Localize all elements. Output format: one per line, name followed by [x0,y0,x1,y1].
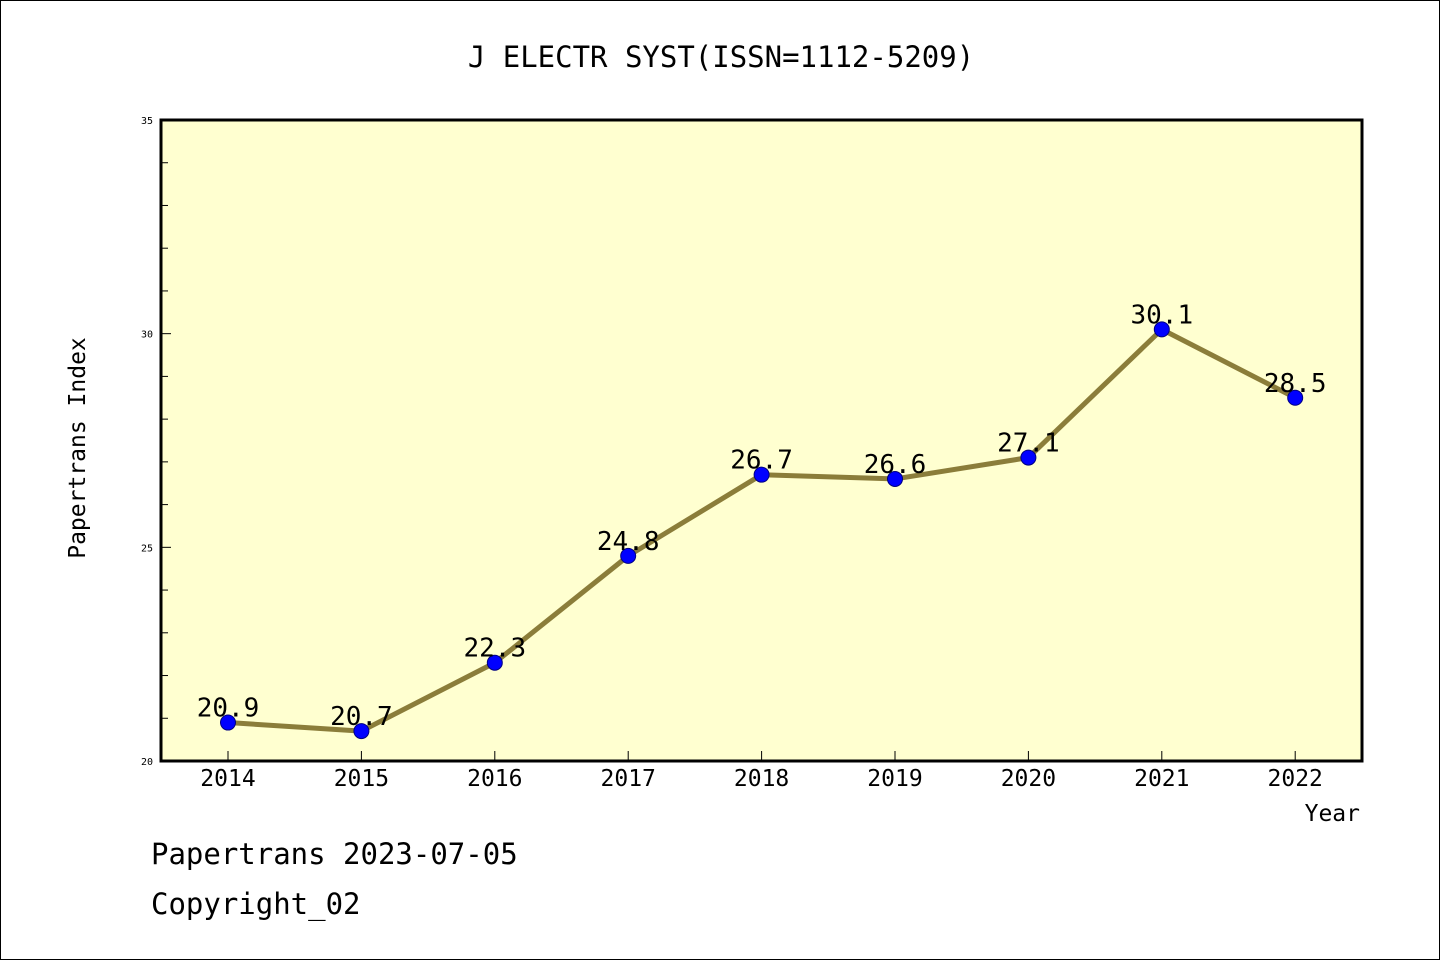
x-tick-label: 2022 [1268,766,1323,792]
plot-area [159,118,1364,763]
data-point [1020,449,1037,466]
y-tick-label: 35 [141,116,153,127]
x-tick-label: 2021 [1134,766,1189,792]
data-point [353,723,370,740]
y-axis-title: Papertrans Index [65,337,91,559]
y-tick-label: 30 [141,330,153,341]
data-label: 20.7 [330,702,393,732]
footer-date-label: Papertrans 2023-07-05 [151,837,518,871]
data-point [486,654,503,671]
x-tick-label: 2018 [734,766,789,792]
data-label: 22.3 [463,634,526,664]
data-label: 26.7 [730,446,793,476]
data-label: 30.1 [1130,300,1193,330]
x-tick-label: 2019 [867,766,922,792]
x-tick-label: 2014 [200,766,255,792]
x-tick-label: 2017 [601,766,656,792]
data-label: 26.6 [864,450,927,480]
data-point [1153,321,1170,338]
data-label: 20.9 [197,694,260,724]
series-group: 20.9 20.7 22.3 24.8 26.7 26.6 27.1 30.1 28.5 [197,300,1327,740]
x-axis-title: Year [1305,801,1360,827]
data-point [887,470,903,487]
x-axis: 2014 2015 2016 2017 2018 2019 2020 2021 2022 [200,751,1323,792]
y-axis: 20 25 30 35 [141,116,171,768]
data-label: 27.1 [997,429,1060,459]
footer-copyright-label: Copyright_02 [151,887,361,921]
data-point [1287,389,1304,406]
x-tick-label: 2020 [1001,766,1056,792]
x-tick-label: 2015 [334,766,389,792]
data-point [620,547,637,564]
chart-title: J ELECTR SYST(ISSN=1112-5209) [468,40,974,74]
data-label: 28.5 [1264,369,1327,399]
data-point [220,714,236,731]
data-label: 24.8 [597,527,660,557]
x-tick-label: 2016 [467,766,522,792]
y-tick-label: 25 [141,543,153,554]
data-point [753,466,770,483]
y-tick-label: 20 [141,757,153,768]
